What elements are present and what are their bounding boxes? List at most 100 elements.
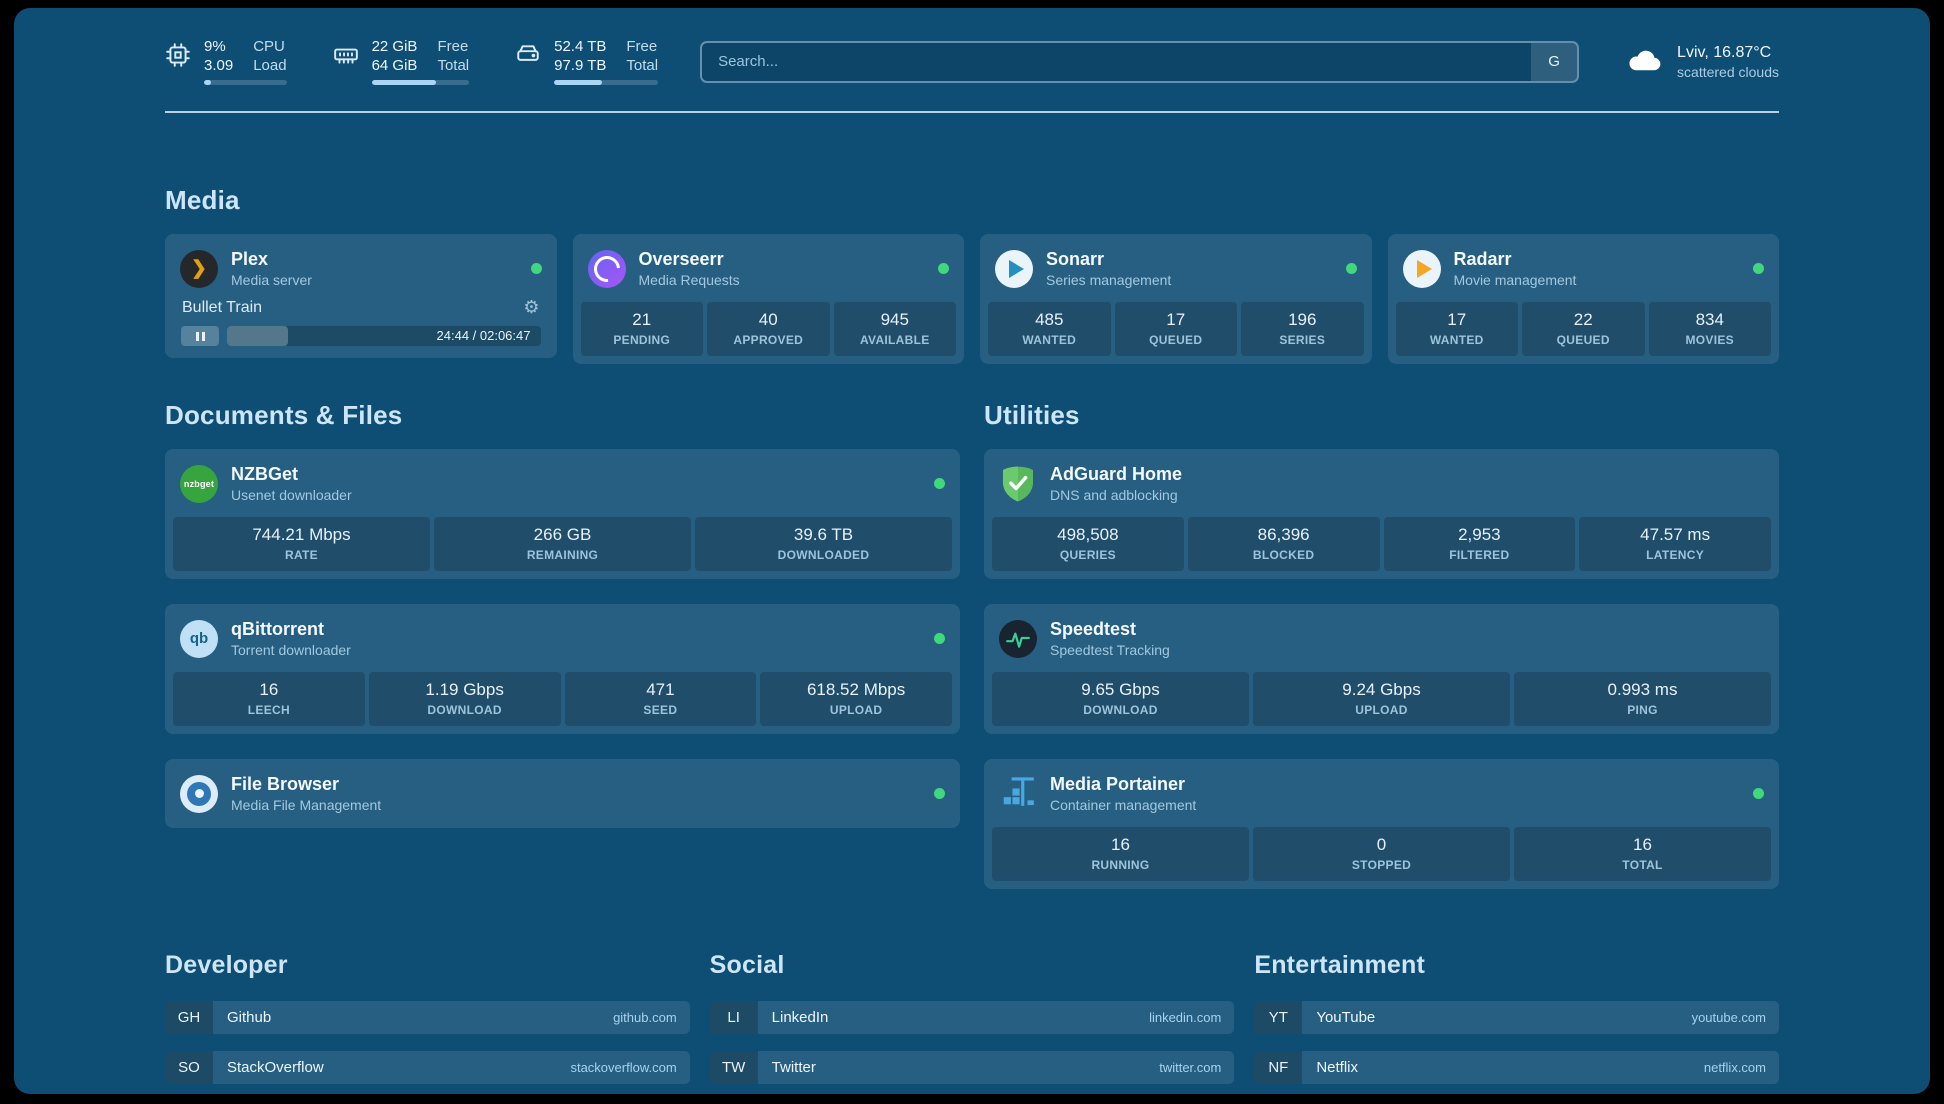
- section-title-utilities: Utilities: [984, 400, 1080, 430]
- filebrowser-link[interactable]: File Browser Media File Management: [173, 767, 952, 820]
- memory-free-value: 22 GiB: [371, 38, 418, 55]
- nzbget-link[interactable]: nzbget NZBGet Usenet downloader: [173, 457, 952, 510]
- cpu-usage-value: 9%: [204, 38, 226, 55]
- weather-widget: Lviv, 16.87°C scattered clouds: [1625, 43, 1779, 81]
- bookmark-group-social: Social LI LinkedIn linkedin.com TW Twitt…: [709, 951, 1235, 1084]
- plex-logo-icon: ❯: [180, 249, 218, 288]
- bookmark-netflix[interactable]: NF Netflix netflix.com: [1254, 1051, 1779, 1084]
- bookmark-name: Github: [227, 1009, 272, 1026]
- section-title-entertainment: Entertainment: [1254, 951, 1426, 979]
- top-bar: 9% CPU 3.09 Load 22 GiB: [165, 8, 1779, 85]
- sonarr-link[interactable]: Sonarr Series management: [988, 242, 1364, 295]
- service-subtitle: Torrent downloader: [231, 642, 351, 658]
- service-card-portainer: Media Portainer Container management 16 R…: [984, 759, 1779, 889]
- status-dot: [530, 263, 542, 274]
- status-dot: [938, 263, 949, 274]
- portainer-link[interactable]: Media Portainer Container management: [992, 767, 1771, 820]
- bookmark-linkedin[interactable]: LI LinkedIn linkedin.com: [709, 1001, 1235, 1034]
- weather-condition: scattered clouds: [1677, 63, 1779, 80]
- stat-wanted: 485 WANTED: [988, 302, 1111, 356]
- overseerr-logo-icon: [587, 249, 626, 288]
- overseerr-link[interactable]: Overseerr Media Requests: [581, 242, 957, 295]
- stat-available: 945 AVAILABLE: [833, 302, 956, 356]
- bookmark-name: YouTube: [1316, 1009, 1376, 1026]
- stat-seed: 471 SEED: [564, 672, 757, 726]
- service-subtitle: Media File Management: [231, 797, 382, 813]
- dashboard-app: 9% CPU 3.09 Load 22 GiB: [14, 8, 1930, 1094]
- service-name: Sonarr: [1046, 249, 1105, 269]
- section-media: Media ❯ Plex Media server Bullet Train: [165, 185, 1779, 364]
- bookmark-abbr: LI: [709, 1001, 758, 1034]
- qbittorrent-logo-icon: qb: [180, 619, 218, 658]
- gear-icon[interactable]: ⚙: [523, 297, 540, 317]
- service-name: NZBGet: [231, 464, 298, 484]
- radarr-link[interactable]: Radarr Movie management: [1396, 242, 1772, 295]
- status-dot: [1345, 263, 1357, 274]
- stat-queued: 22 QUEUED: [1522, 302, 1645, 356]
- stat-wanted: 17 WANTED: [1395, 302, 1518, 356]
- bookmark-twitter[interactable]: TW Twitter twitter.com: [709, 1051, 1235, 1084]
- bookmark-name: Twitter: [771, 1059, 816, 1076]
- bookmark-name: LinkedIn: [771, 1009, 829, 1026]
- stat-leech: 16 LEECH: [173, 672, 365, 726]
- memory-icon: [333, 42, 359, 68]
- plex-link[interactable]: ❯ Plex Media server: [173, 242, 549, 295]
- stat-pending: 21 PENDING: [580, 302, 703, 356]
- bookmark-domain: netflix.com: [1703, 1060, 1766, 1075]
- portainer-logo-icon: [999, 775, 1037, 813]
- bookmark-domain: stackoverflow.com: [570, 1060, 677, 1075]
- stat-total: 16 TOTAL: [1514, 827, 1771, 881]
- service-subtitle: Media server: [231, 272, 312, 288]
- stat-upload: 9.24 Gbps UPLOAD: [1253, 672, 1510, 726]
- service-name: File Browser: [231, 774, 340, 794]
- stat-remaining: 266 GB REMAINING: [434, 517, 691, 571]
- sonarr-logo-icon: [995, 249, 1033, 288]
- bookmark-domain: youtube.com: [1691, 1010, 1766, 1025]
- memory-total-value: 64 GiB: [371, 57, 418, 74]
- search-input[interactable]: [702, 42, 1532, 81]
- memory-progress-bar: [371, 80, 470, 85]
- disk-total-value: 97.9 TB: [554, 57, 607, 74]
- service-subtitle: Usenet downloader: [231, 487, 352, 503]
- service-name: Media Portainer: [1050, 774, 1186, 794]
- section-title-developer: Developer: [165, 951, 288, 979]
- service-name: Radarr: [1453, 249, 1512, 269]
- disk-icon: [515, 42, 541, 68]
- service-card-radarr: Radarr Movie management 17 WANTED 22 QUEUE…: [1387, 234, 1779, 364]
- service-card-qbittorrent: qb qBittorrent Torrent downloader 16 LEEC…: [165, 604, 960, 734]
- qbittorrent-link[interactable]: qb qBittorrent Torrent downloader: [173, 612, 952, 665]
- speedtest-link[interactable]: Speedtest Speedtest Tracking: [992, 612, 1771, 665]
- section-title-social: Social: [709, 951, 785, 979]
- service-card-speedtest: Speedtest Speedtest Tracking 9.65 Gbps DO…: [984, 604, 1779, 734]
- search-provider-button[interactable]: G: [1531, 42, 1578, 81]
- playback-progress-bar[interactable]: 24:44 / 02:06:47: [227, 326, 541, 346]
- stat-approved: 40 APPROVED: [707, 302, 830, 356]
- service-card-filebrowser: File Browser Media File Management: [165, 759, 960, 828]
- adguard-link[interactable]: AdGuard Home DNS and adblocking: [992, 457, 1771, 510]
- memory-total-label: Total: [437, 57, 470, 74]
- stat-running: 16 RUNNING: [992, 827, 1249, 881]
- service-name: qBittorrent: [231, 619, 324, 639]
- stat-queued: 17 QUEUED: [1114, 302, 1237, 356]
- bookmark-group-entertainment: Entertainment YT YouTube youtube.com NF …: [1254, 951, 1779, 1094]
- bookmark-github[interactable]: GH Github github.com: [165, 1001, 690, 1034]
- disk-widget: 52.4 TB Free 97.9 TB Total: [515, 38, 659, 85]
- bookmark-youtube[interactable]: YT YouTube youtube.com: [1254, 1001, 1779, 1034]
- pause-icon[interactable]: [181, 326, 219, 346]
- service-subtitle: Media Requests: [638, 272, 740, 288]
- service-name: Plex: [231, 249, 269, 269]
- service-name: Overseerr: [638, 249, 724, 269]
- cpu-load-label: Load: [253, 57, 287, 74]
- bookmark-stackoverflow[interactable]: SO StackOverflow stackoverflow.com: [165, 1051, 690, 1084]
- service-subtitle: DNS and adblocking: [1050, 487, 1178, 503]
- service-subtitle: Series management: [1046, 272, 1172, 288]
- bookmark-abbr: YT: [1254, 1001, 1303, 1034]
- stat-movies: 834 MOVIES: [1648, 302, 1771, 356]
- status-dot: [934, 478, 945, 489]
- nzbget-logo-icon: nzbget: [180, 464, 218, 503]
- service-name: Speedtest: [1050, 619, 1137, 639]
- disk-total-label: Total: [626, 57, 659, 74]
- status-dot: [934, 788, 945, 799]
- stat-download: 1.19 Gbps DOWNLOAD: [368, 672, 561, 726]
- service-card-sonarr: Sonarr Series management 485 WANTED 17 QUE…: [980, 234, 1372, 364]
